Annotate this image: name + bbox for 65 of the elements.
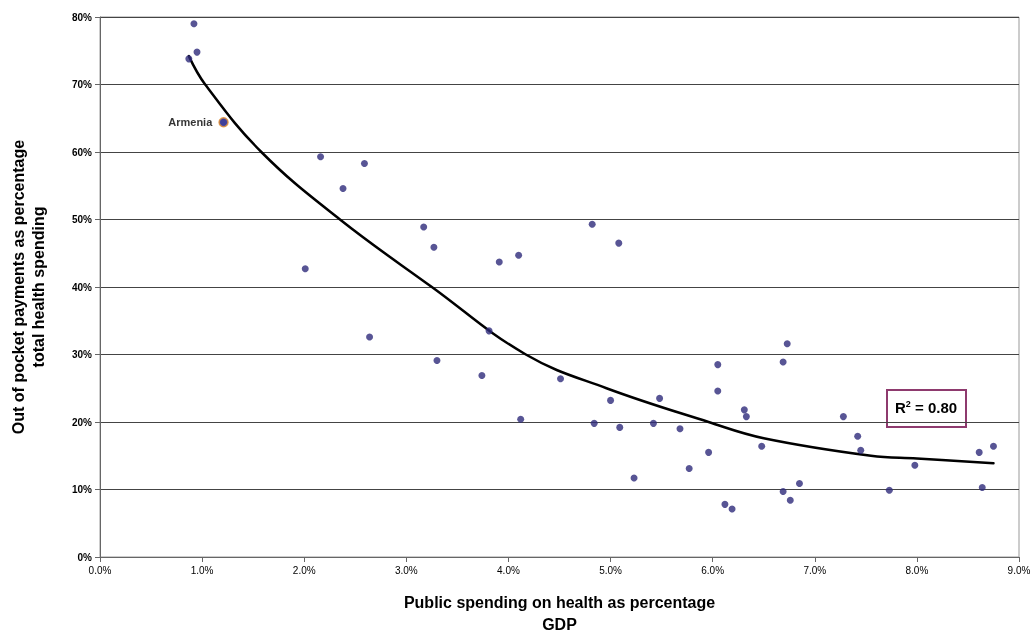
point xyxy=(721,500,729,508)
point xyxy=(185,55,193,63)
y-tick-label: 10% xyxy=(71,484,93,495)
point xyxy=(854,432,862,440)
x-tick-label: 0.0% xyxy=(88,564,112,576)
point xyxy=(366,333,374,341)
point xyxy=(714,361,722,369)
y-tick-label: 60% xyxy=(71,146,93,158)
y-axis-title: Out of pocket payments as percentage total health spending xyxy=(9,139,47,435)
point xyxy=(978,483,986,491)
point xyxy=(339,184,347,192)
point xyxy=(649,419,657,427)
point xyxy=(656,394,664,402)
point xyxy=(685,465,693,473)
point xyxy=(911,461,919,469)
point xyxy=(740,406,748,414)
x-tick-label: 2.0% xyxy=(292,564,316,576)
point xyxy=(301,265,309,273)
x-tick-label: 8.0% xyxy=(905,564,929,576)
x-tick-label: 6.0% xyxy=(701,564,725,576)
point xyxy=(190,20,198,28)
point xyxy=(433,357,441,365)
point xyxy=(676,425,684,433)
y-tick-label: 70% xyxy=(71,79,93,90)
point xyxy=(758,442,766,450)
point xyxy=(478,371,486,379)
point xyxy=(515,251,523,259)
annotation: Armenia xyxy=(168,116,214,129)
point xyxy=(795,479,803,487)
point xyxy=(607,396,615,404)
point xyxy=(420,223,428,231)
x-axis-title: Public spending on health as percentage GDP xyxy=(403,593,716,633)
point xyxy=(783,340,791,348)
point xyxy=(975,448,983,456)
point xyxy=(839,413,847,421)
point xyxy=(742,413,750,421)
y-tick-label: 50% xyxy=(71,214,93,225)
point xyxy=(590,419,598,427)
point xyxy=(615,239,623,247)
point xyxy=(705,448,713,456)
x-tick-label: 5.0% xyxy=(599,564,623,576)
x-tick-label: 1.0% xyxy=(190,564,214,576)
point xyxy=(616,423,624,431)
y-tick-label: 40% xyxy=(71,281,93,293)
y-tick-label: 20% xyxy=(71,416,93,428)
point xyxy=(885,486,893,494)
x-tick-label: 3.0% xyxy=(394,564,418,576)
y-tick-label: 30% xyxy=(71,349,93,360)
point xyxy=(430,243,438,251)
point xyxy=(786,496,794,504)
x-tick-label: 7.0% xyxy=(803,564,827,576)
point xyxy=(495,258,503,266)
point xyxy=(317,153,325,161)
y-tick-label: 80% xyxy=(71,11,93,23)
y-tick-label: 0% xyxy=(77,551,93,563)
point xyxy=(989,442,997,450)
x-tick-label: 4.0% xyxy=(497,564,520,576)
x-tick-label: 9.0% xyxy=(1007,564,1031,576)
point xyxy=(360,159,368,167)
point xyxy=(517,415,525,423)
point xyxy=(779,488,787,496)
point xyxy=(714,387,722,395)
point xyxy=(557,375,565,383)
point xyxy=(588,220,596,228)
point xyxy=(857,446,865,454)
